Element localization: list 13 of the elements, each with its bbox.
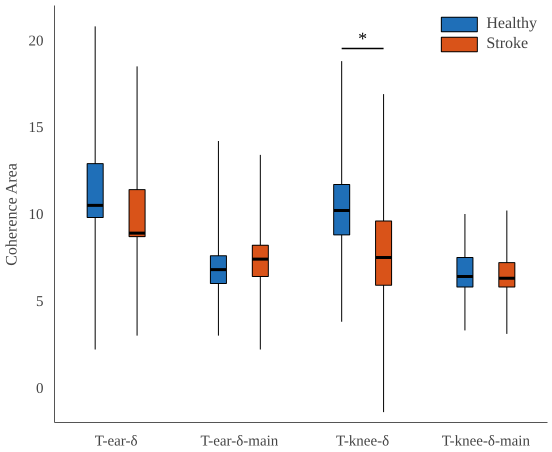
y-tick-label: 20 xyxy=(28,33,44,50)
x-tick-label: T-knee-δ xyxy=(336,434,390,450)
y-tick-label: 0 xyxy=(36,380,44,397)
x-tick-label: T-ear-δ-main xyxy=(200,434,279,450)
y-tick-label: 5 xyxy=(36,294,44,310)
legend-label: Healthy xyxy=(486,15,537,33)
x-tick-label: T-knee-δ-main xyxy=(442,434,530,450)
y-axis-title: Coherence Area xyxy=(4,163,20,266)
y-tick-label: 10 xyxy=(28,207,44,223)
x-tick-label: T-ear-δ xyxy=(94,434,138,450)
y-tick-label: 15 xyxy=(28,120,44,136)
annotation: * xyxy=(358,28,368,48)
legend-label: Stroke xyxy=(486,35,528,53)
